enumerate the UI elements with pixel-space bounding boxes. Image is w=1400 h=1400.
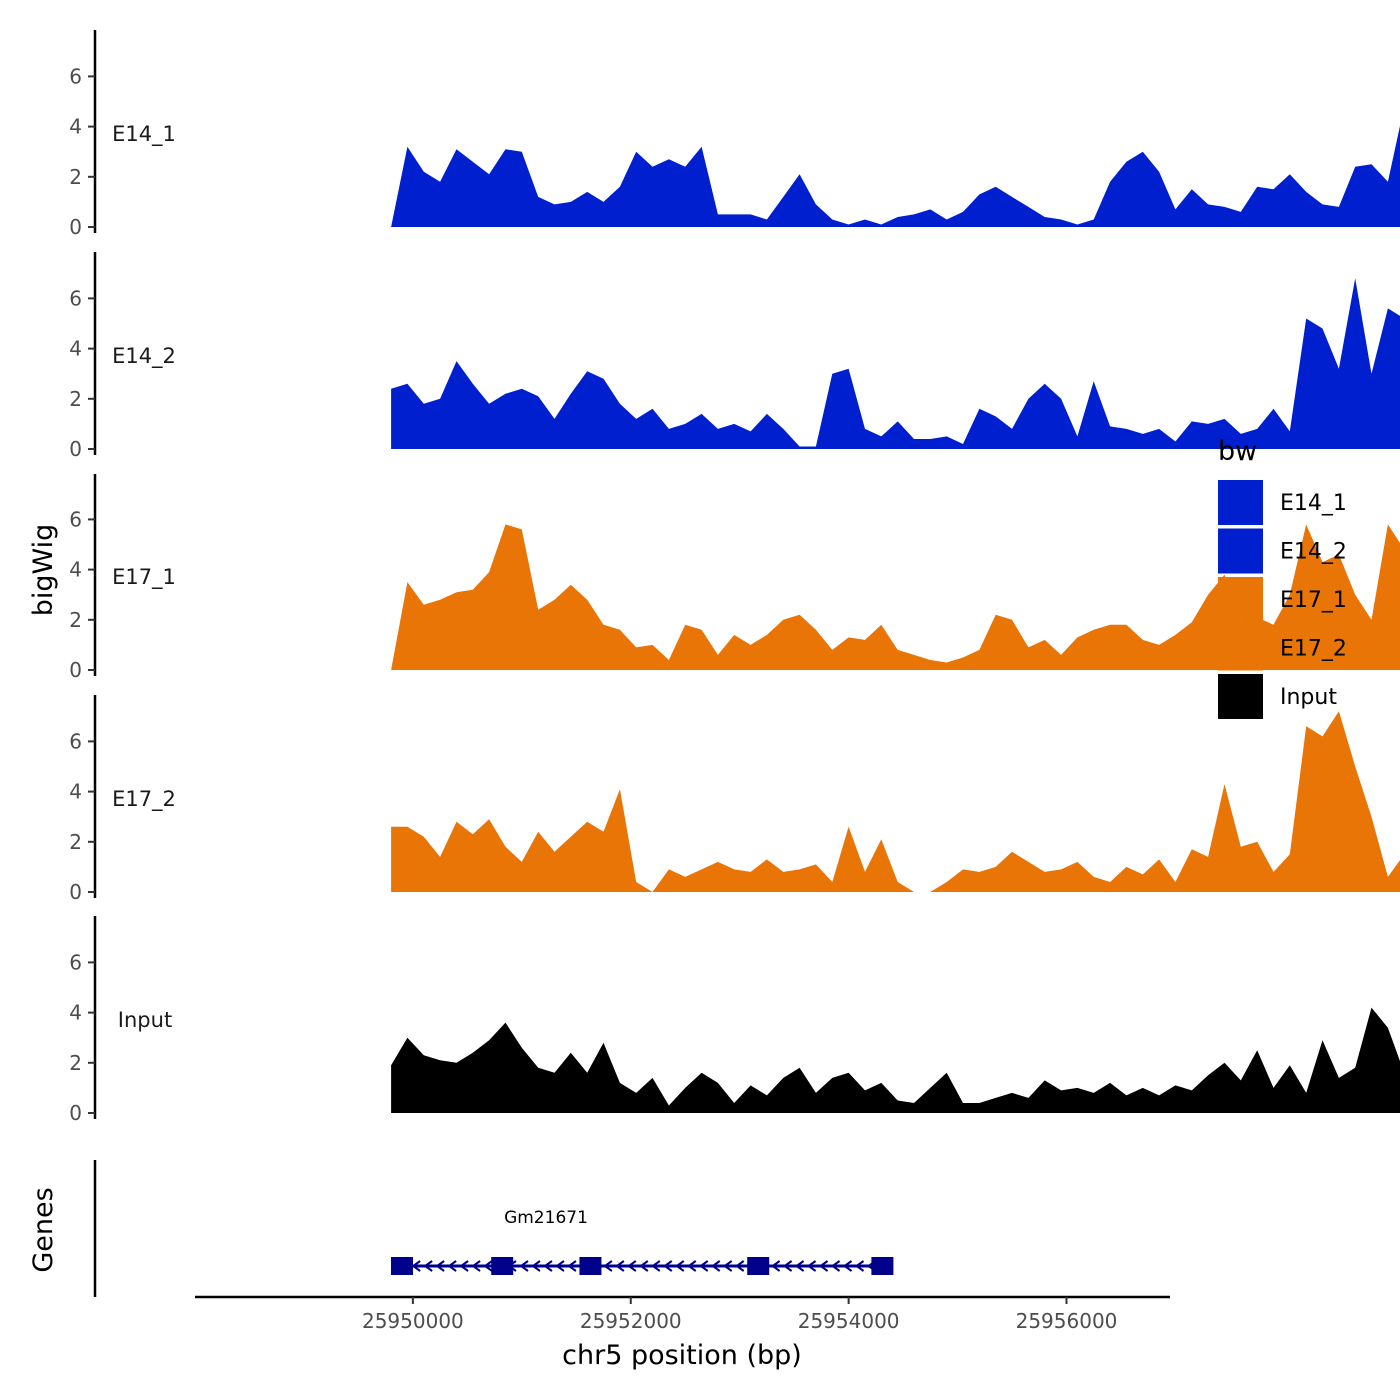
x-tick-label: 25950000: [362, 1309, 464, 1333]
x-axis-title: chr5 position (bp): [562, 1340, 802, 1371]
y-tick-label: 2: [69, 830, 82, 854]
track-label: E17_2: [112, 787, 176, 812]
area-E17_1: [391, 524, 1400, 670]
strand-arrow: [699, 1260, 709, 1272]
legend-label-E17_2: E17_2: [1280, 637, 1347, 662]
strand-arrow: [651, 1260, 661, 1272]
area-E17_2: [391, 711, 1400, 892]
strand-arrow: [531, 1260, 541, 1272]
strand-arrow: [639, 1260, 649, 1272]
y-tick-label: 0: [69, 215, 82, 239]
strand-arrow: [603, 1260, 613, 1272]
track-label: E14_2: [112, 344, 176, 369]
y-tick-label: 2: [69, 1051, 82, 1075]
y-tick-label: 6: [69, 950, 82, 974]
legend-key-E14_1: [1218, 480, 1263, 525]
strand-arrow: [842, 1260, 853, 1272]
y-tick-label: 4: [69, 337, 82, 361]
legend-key-E14_2: [1218, 528, 1263, 574]
genes-axis-title: Genes: [28, 1187, 59, 1272]
strand-arrow: [722, 1260, 733, 1272]
track-label: Input: [118, 1008, 172, 1032]
y-tick-label: 6: [69, 507, 82, 531]
legend-label-E14_1: E14_1: [1280, 491, 1347, 516]
area-E14_2: [391, 278, 1400, 449]
strand-arrow: [459, 1260, 469, 1272]
track-E17_2: 0 2 4 6 E17_2: [69, 695, 1400, 904]
area-Input: [391, 1007, 1400, 1113]
exon-block: [491, 1257, 514, 1275]
strand-arrow: [675, 1260, 685, 1272]
x-tick-label: 25956000: [1016, 1309, 1118, 1333]
strand-arrow: [567, 1260, 577, 1272]
y-tick-label: 4: [69, 115, 82, 139]
strand-arrow: [818, 1260, 829, 1272]
strand-arrow: [711, 1260, 721, 1272]
strand-arrow: [830, 1260, 841, 1272]
strand-arrow: [615, 1260, 625, 1272]
strand-arrow: [471, 1260, 481, 1272]
x-tick-label: 25954000: [798, 1309, 900, 1333]
legend-label-E14_2: E14_2: [1280, 540, 1347, 565]
y-tick-label: 2: [69, 165, 82, 189]
y-tick-label: 6: [69, 64, 82, 88]
y-tick-label: 2: [69, 608, 82, 632]
y-tick-label: 6: [69, 729, 82, 753]
legend-label-Input: Input: [1280, 685, 1337, 710]
track-Input: 0 2 4 6 Input: [69, 916, 1400, 1125]
strand-arrow: [519, 1260, 529, 1272]
legend-key-E17_2: [1218, 625, 1263, 671]
gene-name-label: Gm21671: [504, 1208, 588, 1228]
strand-arrow: [770, 1260, 781, 1272]
y-tick-label: 4: [69, 558, 82, 582]
strand-arrow: [854, 1260, 865, 1272]
y-tick-label: 4: [69, 1001, 82, 1025]
y-tick-label: 4: [69, 780, 82, 804]
legend-key-E17_1: [1218, 577, 1263, 622]
track-label: E17_1: [112, 565, 176, 590]
y-tick-label: 6: [69, 286, 82, 310]
strand-arrow: [782, 1260, 793, 1272]
track-E14_2: 0 2 4 6 E14_2: [69, 252, 1400, 461]
y-tick-label: 0: [69, 1101, 82, 1125]
legend-title: bw: [1218, 436, 1257, 467]
x-tick-label: 25952000: [580, 1309, 682, 1333]
strand-arrow: [555, 1260, 565, 1272]
track-label: E14_1: [112, 122, 176, 147]
gene-panel: Gm21671: [93, 1160, 894, 1297]
y-axis-title: bigWig: [28, 524, 59, 617]
legend-key-Input: [1218, 674, 1263, 719]
legend-label-E17_1: E17_1: [1280, 588, 1347, 613]
y-tick-label: 0: [69, 880, 82, 904]
area-E14_1: [391, 125, 1400, 227]
strand-arrow: [435, 1260, 445, 1272]
track-E17_1: 0 2 4 6 E17_1: [69, 474, 1400, 682]
signal-tracks: 0 2 4 6 E14_1 0 2 4 6 E14_2 0 2 4 6 E17_1 0 2 4 6 E17_2 0 2 4 6…: [69, 30, 1400, 1125]
exon-block: [579, 1257, 602, 1275]
x-axis: 25950000 25952000 25954000 25956000: [195, 1295, 1170, 1333]
y-tick-label: 2: [69, 387, 82, 411]
legend: bw E14_1 E14_2 E17_1 E17_2 Input: [1218, 436, 1347, 719]
strand-arrow: [734, 1260, 745, 1272]
strand-arrow: [687, 1260, 697, 1272]
exon-block: [871, 1257, 894, 1275]
strand-arrow: [794, 1260, 805, 1272]
track-E14_1: 0 2 4 6 E14_1: [69, 30, 1400, 239]
y-tick-label: 0: [69, 437, 82, 461]
strand-arrow: [806, 1260, 817, 1272]
exon-block: [747, 1257, 770, 1275]
exon-block: [390, 1257, 413, 1275]
strand-arrow: [423, 1260, 433, 1272]
strand-arrow: [411, 1260, 421, 1272]
y-tick-label: 0: [69, 658, 82, 682]
strand-arrow: [447, 1260, 457, 1272]
strand-arrow: [627, 1260, 637, 1272]
strand-arrow: [663, 1260, 673, 1272]
strand-arrow: [483, 1260, 493, 1272]
strand-arrow: [543, 1260, 553, 1272]
